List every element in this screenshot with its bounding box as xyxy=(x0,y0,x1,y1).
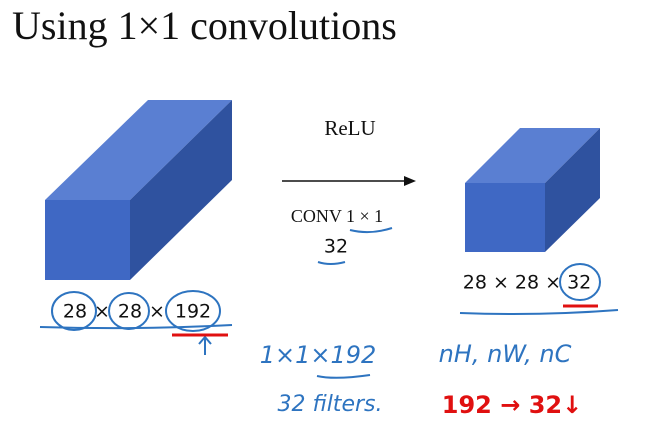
note: 192 → 32↓ xyxy=(442,391,582,419)
annotations xyxy=(39,227,619,379)
note: nH, nW, nC xyxy=(439,340,572,368)
note: 32 filters. xyxy=(278,392,383,417)
activation-label: ReLU xyxy=(324,116,375,140)
note: 1×1×192 xyxy=(260,341,377,369)
arrow-head xyxy=(404,176,416,186)
input-times: × xyxy=(149,301,165,323)
input-dim: 28 xyxy=(118,301,142,323)
conv-label: CONV 1 × 1 xyxy=(291,206,383,226)
input-volume xyxy=(45,100,232,280)
filters-label: 32 xyxy=(324,236,348,258)
title: Using 1×1 convolutions xyxy=(12,3,397,48)
output-dims: 28 × 28 × 32 xyxy=(463,272,592,294)
input-dim: 28 xyxy=(63,301,87,323)
output-volume xyxy=(465,128,600,252)
input-dim: 192 xyxy=(175,301,211,323)
input-times: × xyxy=(94,301,110,323)
